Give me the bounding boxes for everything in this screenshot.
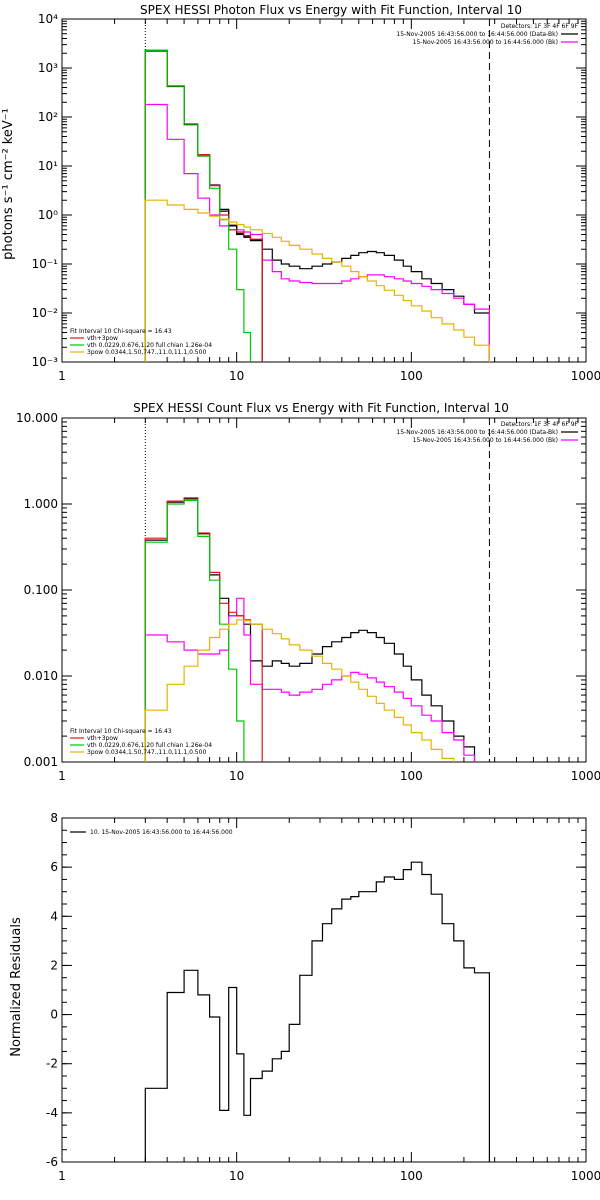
p1-series-1-line <box>144 103 490 362</box>
photon-flux-panel: SPEX HESSI Photon Flux vs Energy with Fi… <box>1 3 600 383</box>
p1-y-tick-label: 10¹ <box>38 159 58 173</box>
p3-series-0-line <box>144 861 490 1162</box>
count-flux-legend-data-bk: 15-Nov-2005 16:43:56.000 to 16:44:56.000… <box>396 429 558 436</box>
p2-y-tick-label: 10.000 <box>16 411 58 425</box>
p2-series-group <box>144 497 476 762</box>
p2-series-0-line <box>144 498 476 762</box>
p1-series-5-line <box>144 199 490 362</box>
p1-x-tick-label: 100 <box>400 369 423 383</box>
p2-y-tick-label: 0.100 <box>24 583 58 597</box>
p2-x-tick-label: 1 <box>58 769 66 783</box>
photon-flux-fit-label-vth3pow: vth+3pow <box>87 335 118 342</box>
p2-y-tick-label: 0.001 <box>24 755 58 769</box>
photon-flux-fit-legend: Fit Interval 10 Chi-square = 16.43 vth+3… <box>70 328 212 356</box>
p3-y-tick-label: -2 <box>46 1057 58 1071</box>
photon-flux-legend-data-bk: 15-Nov-2005 16:43:56.000 to 16:44:56.000… <box>396 31 558 38</box>
p3-y-tick-label: -6 <box>46 1155 58 1169</box>
residuals-ylabel: Normalized Residuals <box>9 917 24 1057</box>
residuals-axes: 1 10 100 1000 -6 -4 -2 0 2 4 6 8 <box>46 811 600 1183</box>
p1-x-tick-label: 1000 <box>571 369 600 383</box>
count-flux-legend-bk: 15-Nov-2005 16:43:56.000 to 16:44:56.000… <box>413 437 558 444</box>
p3-y-tick-label: 0 <box>50 1008 58 1022</box>
count-flux-fit-legend: Fit Interval 10 Chi-square = 16.43 vth+3… <box>70 728 212 756</box>
photon-flux-fit-header: Fit Interval 10 Chi-square = 16.43 <box>70 328 172 335</box>
p3-y-tick-label: -4 <box>46 1106 58 1120</box>
p2-series-2-line <box>144 497 263 762</box>
p2-plot-frame <box>61 417 587 763</box>
p2-x-tick-label: 1000 <box>571 769 600 783</box>
p1-series-group <box>144 49 490 362</box>
p3-plot-frame <box>61 817 587 1163</box>
count-flux-series <box>144 497 476 762</box>
p1-y-tick-label: 10⁴ <box>38 12 58 26</box>
p1-series-3-line <box>144 50 263 362</box>
p1-y-tick-label: 10⁻³ <box>32 355 59 369</box>
p1-y-tick-label: 10² <box>38 110 58 124</box>
p2-x-tick-label: 100 <box>400 769 423 783</box>
p1-y-tick-label: 10⁻¹ <box>32 257 59 271</box>
p3-x-tick-label: 1 <box>58 1169 66 1183</box>
count-flux-fit-label-vth: vth 0.0229,0.676,1.20 full chian 1.26e-0… <box>87 742 212 749</box>
p3-y-tick-label: 6 <box>50 860 58 874</box>
photon-flux-fit-label-3pow: 3pow 0.0344,1.50,747.,11.0,11.1,0.500 <box>87 349 206 356</box>
p2-y-tick-label: 1.000 <box>24 497 58 511</box>
count-flux-panel: SPEX HESSI Count Flux vs Energy with Fit… <box>16 401 600 783</box>
p3-series-group <box>144 861 490 1162</box>
p2-x-tick-label: 10 <box>229 769 244 783</box>
p3-x-tick-label: 10 <box>229 1169 244 1183</box>
count-flux-legend: Detectors: 1F 3F 4F 6F 9F 15-Nov-2005 16… <box>396 421 578 444</box>
residuals-legend: 10. 15-Nov-2005 16:43:56.000 to 16:44:56… <box>70 829 233 836</box>
p1-series-2-line <box>144 49 263 362</box>
p2-y-tick-label: 0.010 <box>24 669 58 683</box>
p1-x-tick-label: 1 <box>58 369 66 383</box>
photon-flux-fit-label-vth: vth 0.0229,0.676,1.20 full chian 1.26e-0… <box>87 342 212 349</box>
p1-series-4-line <box>144 50 263 362</box>
p1-plot-frame <box>61 18 587 363</box>
residuals-legend-label: 10. 15-Nov-2005 16:43:56.000 to 16:44:56… <box>90 829 233 836</box>
p1-series-0-line <box>144 50 490 362</box>
photon-flux-title: SPEX HESSI Photon Flux vs Energy with Fi… <box>140 3 522 17</box>
count-flux-legend-detectors: Detectors: 1F 3F 4F 6F 9F <box>501 421 579 428</box>
photon-flux-legend: Detectors: 1F 3F 4F 6F 9F 15-Nov-2005 16… <box>396 23 578 46</box>
p1-x-tick-label: 10 <box>229 369 244 383</box>
p2-series-3-line <box>144 499 252 762</box>
count-flux-fit-label-vth3pow: vth+3pow <box>87 735 118 742</box>
count-flux-title: SPEX HESSI Count Flux vs Energy with Fit… <box>133 401 509 415</box>
count-flux-fit-label-3pow: 3pow 0.0344,1.50,747.,11.0,11.1,0.500 <box>87 749 206 756</box>
photon-flux-legend-bk: 15-Nov-2005 16:43:56.000 to 16:44:56.000… <box>413 39 558 46</box>
p3-y-tick-label: 4 <box>50 909 58 923</box>
residuals-panel: 1 10 100 1000 -6 -4 -2 0 2 4 6 8 Normalized Residua… <box>9 811 600 1183</box>
photon-flux-series <box>144 49 490 362</box>
photon-flux-ylabel: photons s⁻¹ cm⁻² keV⁻¹ <box>1 108 16 260</box>
p3-x-tick-label: 1000 <box>571 1169 600 1183</box>
p3-x-tick-label: 100 <box>400 1169 423 1183</box>
p1-y-tick-label: 10⁻² <box>32 306 59 320</box>
count-flux-fit-header: Fit Interval 10 Chi-square = 16.43 <box>70 728 172 735</box>
p1-y-tick-label: 10³ <box>38 61 58 75</box>
photon-flux-legend-detectors: Detectors: 1F 3F 4F 6F 9F <box>501 23 579 30</box>
p3-y-tick-label: 2 <box>50 958 58 972</box>
residuals-series <box>144 861 490 1162</box>
p1-y-tick-label: 10⁰ <box>38 208 58 222</box>
p2-series-4-line <box>144 619 465 762</box>
p3-y-tick-label: 8 <box>50 811 58 825</box>
p2-series-1-line <box>144 597 476 762</box>
